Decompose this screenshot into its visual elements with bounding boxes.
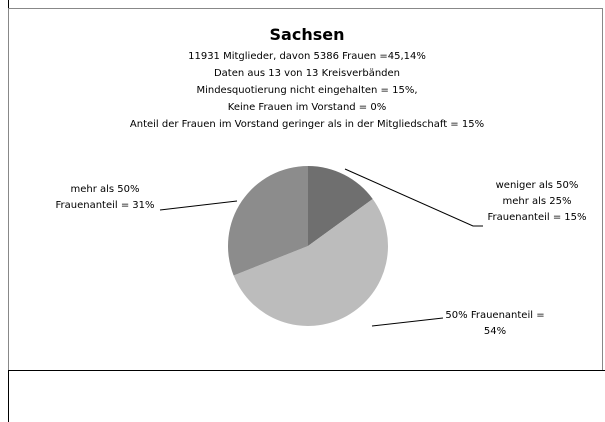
pie-slice <box>233 198 388 326</box>
category-label: mehr als 25% <box>502 196 571 207</box>
leader-line <box>371 317 444 327</box>
subtitle: Mindesquotierung nicht eingehalten = 15%… <box>196 85 417 96</box>
pie-slice <box>228 166 308 276</box>
subtitle: 11931 Mitglieder, davon 5386 Frauen =45,… <box>188 51 426 62</box>
value-label: 31% <box>132 200 154 211</box>
category-label: mehr als 50% <box>70 184 139 195</box>
slice-label: 50% Frauenanteil = 54% <box>445 310 544 337</box>
category-label: Frauenanteil = <box>488 212 562 223</box>
value-label: 54% <box>484 326 506 337</box>
category-label: weniger als 50% <box>496 180 579 191</box>
slice-label: Frauenanteil = 31% <box>56 200 155 211</box>
chart-title: Sachsen <box>270 25 345 44</box>
subtitle: Anteil der Frauen im Vorstand geringer a… <box>130 119 484 130</box>
slice-label: mehr als 25% <box>502 196 571 207</box>
category-label: 50% Frauenanteil = <box>445 310 544 321</box>
slice-label: weniger als 50% <box>496 180 579 191</box>
slice-label: mehr als 50% <box>70 184 139 195</box>
subtitle: Keine Frauen im Vorstand = 0% <box>228 102 386 113</box>
leader-line <box>159 200 238 211</box>
subtitle: Daten aus 13 von 13 Kreisverbänden <box>214 68 400 79</box>
slice-label: Frauenanteil = 15% <box>488 212 587 223</box>
leader-line <box>344 168 483 227</box>
value-label: 15% <box>564 212 586 223</box>
category-label: Frauenanteil = <box>56 200 130 211</box>
pie-slice <box>308 166 373 246</box>
